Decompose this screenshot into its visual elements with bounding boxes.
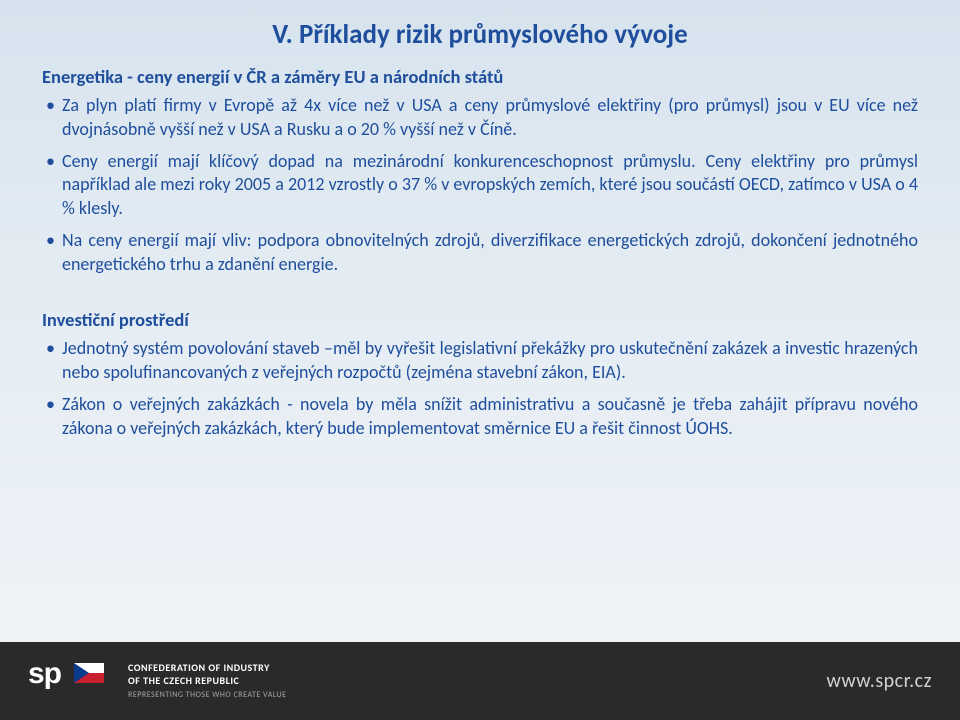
org-tagline: REPRESENTING THOSE WHO CREATE VALUE (128, 690, 287, 700)
list-item: Ceny energií mají klíčový dopad na mezin… (42, 150, 918, 221)
section-heading-investicni: Investiční prostředí (42, 308, 918, 331)
org-name-line2: OF THE CZECH REPUBLIC (128, 675, 287, 688)
website-url: www.spcr.cz (827, 669, 932, 693)
bullet-list-energetika: Za plyn platí firmy v Evropě až 4x více … (42, 94, 918, 276)
bullet-list-investicni: Jednotný systém povolování staveb –měl b… (42, 337, 918, 440)
list-item: Za plyn platí firmy v Evropě až 4x více … (42, 94, 918, 142)
section-heading-energetika: Energetika - ceny energií v ČR a záměry … (42, 65, 918, 88)
list-item: Jednotný systém povolování staveb –měl b… (42, 337, 918, 385)
logo-icon: sp (28, 659, 114, 703)
org-name-line1: CONFEDERATION OF INDUSTRY (128, 662, 287, 675)
footer-bar: sp CONFEDERATION OF INDUSTRY OF THE CZEC… (0, 642, 960, 720)
svg-text:sp: sp (28, 659, 62, 690)
content-area: V. Příklady rizik průmyslového vývoje En… (0, 0, 960, 440)
list-item: Zákon o veřejných zakázkách - novela by … (42, 393, 918, 441)
spacer (42, 284, 918, 298)
logo: sp CONFEDERATION OF INDUSTRY OF THE CZEC… (28, 659, 287, 703)
page-title: V. Příklady rizik průmyslového vývoje (42, 18, 918, 51)
list-item: Na ceny energií mají vliv: podpora obnov… (42, 229, 918, 277)
slide: V. Příklady rizik průmyslového vývoje En… (0, 0, 960, 720)
logo-text: CONFEDERATION OF INDUSTRY OF THE CZECH R… (128, 662, 287, 700)
